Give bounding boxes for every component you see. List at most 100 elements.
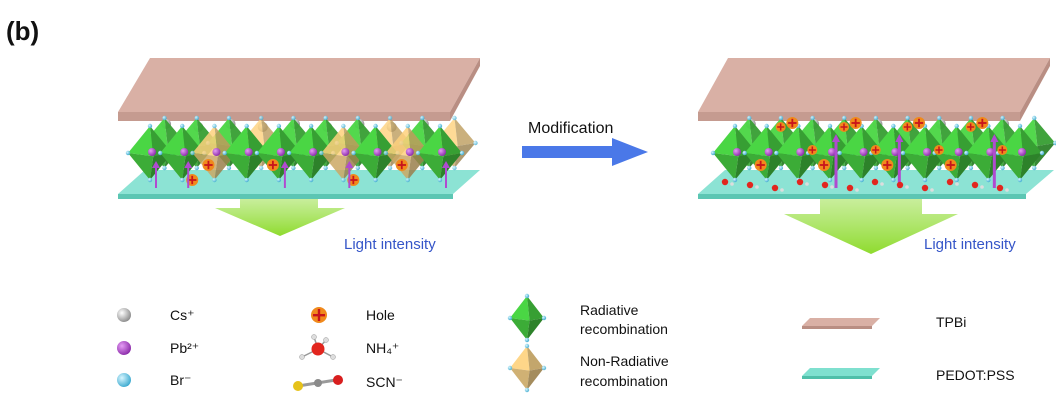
pb-ion — [276, 148, 285, 156]
legend-hole-label: Hole — [366, 307, 395, 323]
hole-marker — [202, 159, 215, 171]
hole-marker — [754, 159, 767, 171]
hole-marker — [944, 159, 957, 171]
pb-ion — [341, 148, 350, 156]
left-light-caption: Light intensity — [344, 236, 436, 253]
h-atom — [805, 182, 809, 186]
panel-label: (b) — [6, 16, 39, 46]
left-pedot-layer — [118, 170, 480, 194]
pb-ion — [859, 148, 868, 156]
pb-ion — [1018, 148, 1026, 156]
pedot-layer-icon — [802, 368, 880, 379]
hole-marker — [818, 159, 830, 171]
nh4-ion — [921, 184, 929, 192]
ammonium-molecule-icon — [299, 334, 336, 360]
radiative-octahedron-icon — [507, 293, 547, 343]
legend-nonradiative-label: Non-Radiative recombination — [580, 353, 673, 389]
h-atom — [930, 188, 934, 192]
pb-ion — [438, 148, 446, 156]
h-atom — [755, 185, 759, 189]
hole-marker — [395, 159, 408, 171]
hole-marker — [775, 122, 786, 132]
hole-marker — [965, 122, 976, 132]
nh4-ion — [796, 178, 804, 186]
pb-ion — [309, 148, 318, 156]
arrow-head — [895, 134, 904, 142]
pb-ion — [212, 148, 221, 156]
octahedron — [995, 123, 1045, 183]
pb-ion — [986, 148, 995, 156]
br-ion-icon — [117, 373, 131, 387]
hole-marker — [786, 117, 799, 129]
legend: Cs⁺ Pb²⁺ Br⁻ Hole NH₄⁺ — [117, 293, 1015, 393]
legend-tpbi-label: TPBi — [936, 314, 966, 330]
pb-ion — [764, 148, 773, 156]
pb-ion — [954, 148, 963, 156]
hole-marker — [913, 117, 925, 129]
octahedron — [900, 123, 950, 183]
nh4-ion — [746, 181, 754, 189]
h-atom — [905, 185, 909, 189]
left-device: Light intensity — [118, 58, 480, 253]
right-tpbi-layer — [698, 58, 1050, 112]
radiative-octa-shape — [507, 293, 547, 343]
right-perovskite-layer — [710, 115, 1056, 192]
h-atom — [980, 185, 984, 189]
h-atom — [730, 182, 734, 186]
thiocyanate-molecule-icon — [293, 375, 343, 391]
h-atom — [1005, 188, 1009, 192]
nh4-ion — [846, 184, 854, 192]
nonradiative-octa-shape — [507, 343, 547, 393]
nh4-ion — [896, 181, 904, 189]
h-atom — [855, 188, 859, 192]
left-perovskite-layer — [125, 115, 478, 188]
nh4-ion — [821, 181, 829, 189]
legend-br-label: Br⁻ — [170, 372, 191, 388]
hole-marker — [807, 145, 818, 155]
nonradiative-octahedron-icon — [507, 343, 547, 393]
hole-marker — [881, 159, 894, 171]
left-light-arrow — [215, 199, 345, 236]
hole-icon — [311, 307, 327, 323]
legend-pb-label: Pb²⁺ — [170, 340, 199, 356]
legend-scn-label: SCN⁻ — [366, 374, 403, 390]
modification-arrow — [522, 138, 648, 166]
arrow-head — [345, 161, 354, 168]
arrow-head — [442, 161, 450, 168]
hole-marker — [266, 159, 279, 171]
arrow-head — [280, 161, 289, 168]
hole-marker — [934, 145, 944, 155]
tpbi-layer-icon — [802, 318, 880, 329]
hole-marker — [997, 145, 1008, 155]
pb-ion — [405, 148, 414, 156]
nh4-ion — [946, 178, 954, 186]
legend-pedot-label: PEDOT:PSS — [936, 367, 1015, 383]
nh4-ion — [971, 181, 979, 189]
nh4-ion — [771, 184, 779, 192]
arrow-head — [184, 161, 193, 168]
arrow-head — [832, 134, 840, 142]
pb-ion — [891, 148, 900, 156]
pb-ion — [733, 148, 741, 156]
h-atom — [830, 185, 834, 189]
pb-ion — [180, 148, 189, 156]
right-light-arrow — [784, 199, 958, 254]
right-light-caption: Light intensity — [924, 236, 1016, 253]
pb-ion — [244, 148, 253, 156]
pb-ion — [148, 148, 156, 156]
arrow-head — [152, 161, 160, 168]
hole-marker — [902, 122, 913, 132]
arrow-head — [990, 134, 999, 142]
left-tpbi-layer — [118, 58, 480, 112]
pb-ion — [796, 148, 805, 156]
pb-ion — [828, 148, 836, 156]
pb-ion-icon — [117, 341, 131, 355]
nh4-ion — [721, 178, 729, 186]
modification-label: Modification — [528, 120, 613, 137]
hole-marker — [849, 117, 862, 129]
h-atom — [955, 182, 959, 186]
cs-ion-icon — [117, 308, 131, 322]
legend-nh4-label: NH₄⁺ — [366, 340, 399, 356]
pb-ion — [373, 148, 382, 156]
